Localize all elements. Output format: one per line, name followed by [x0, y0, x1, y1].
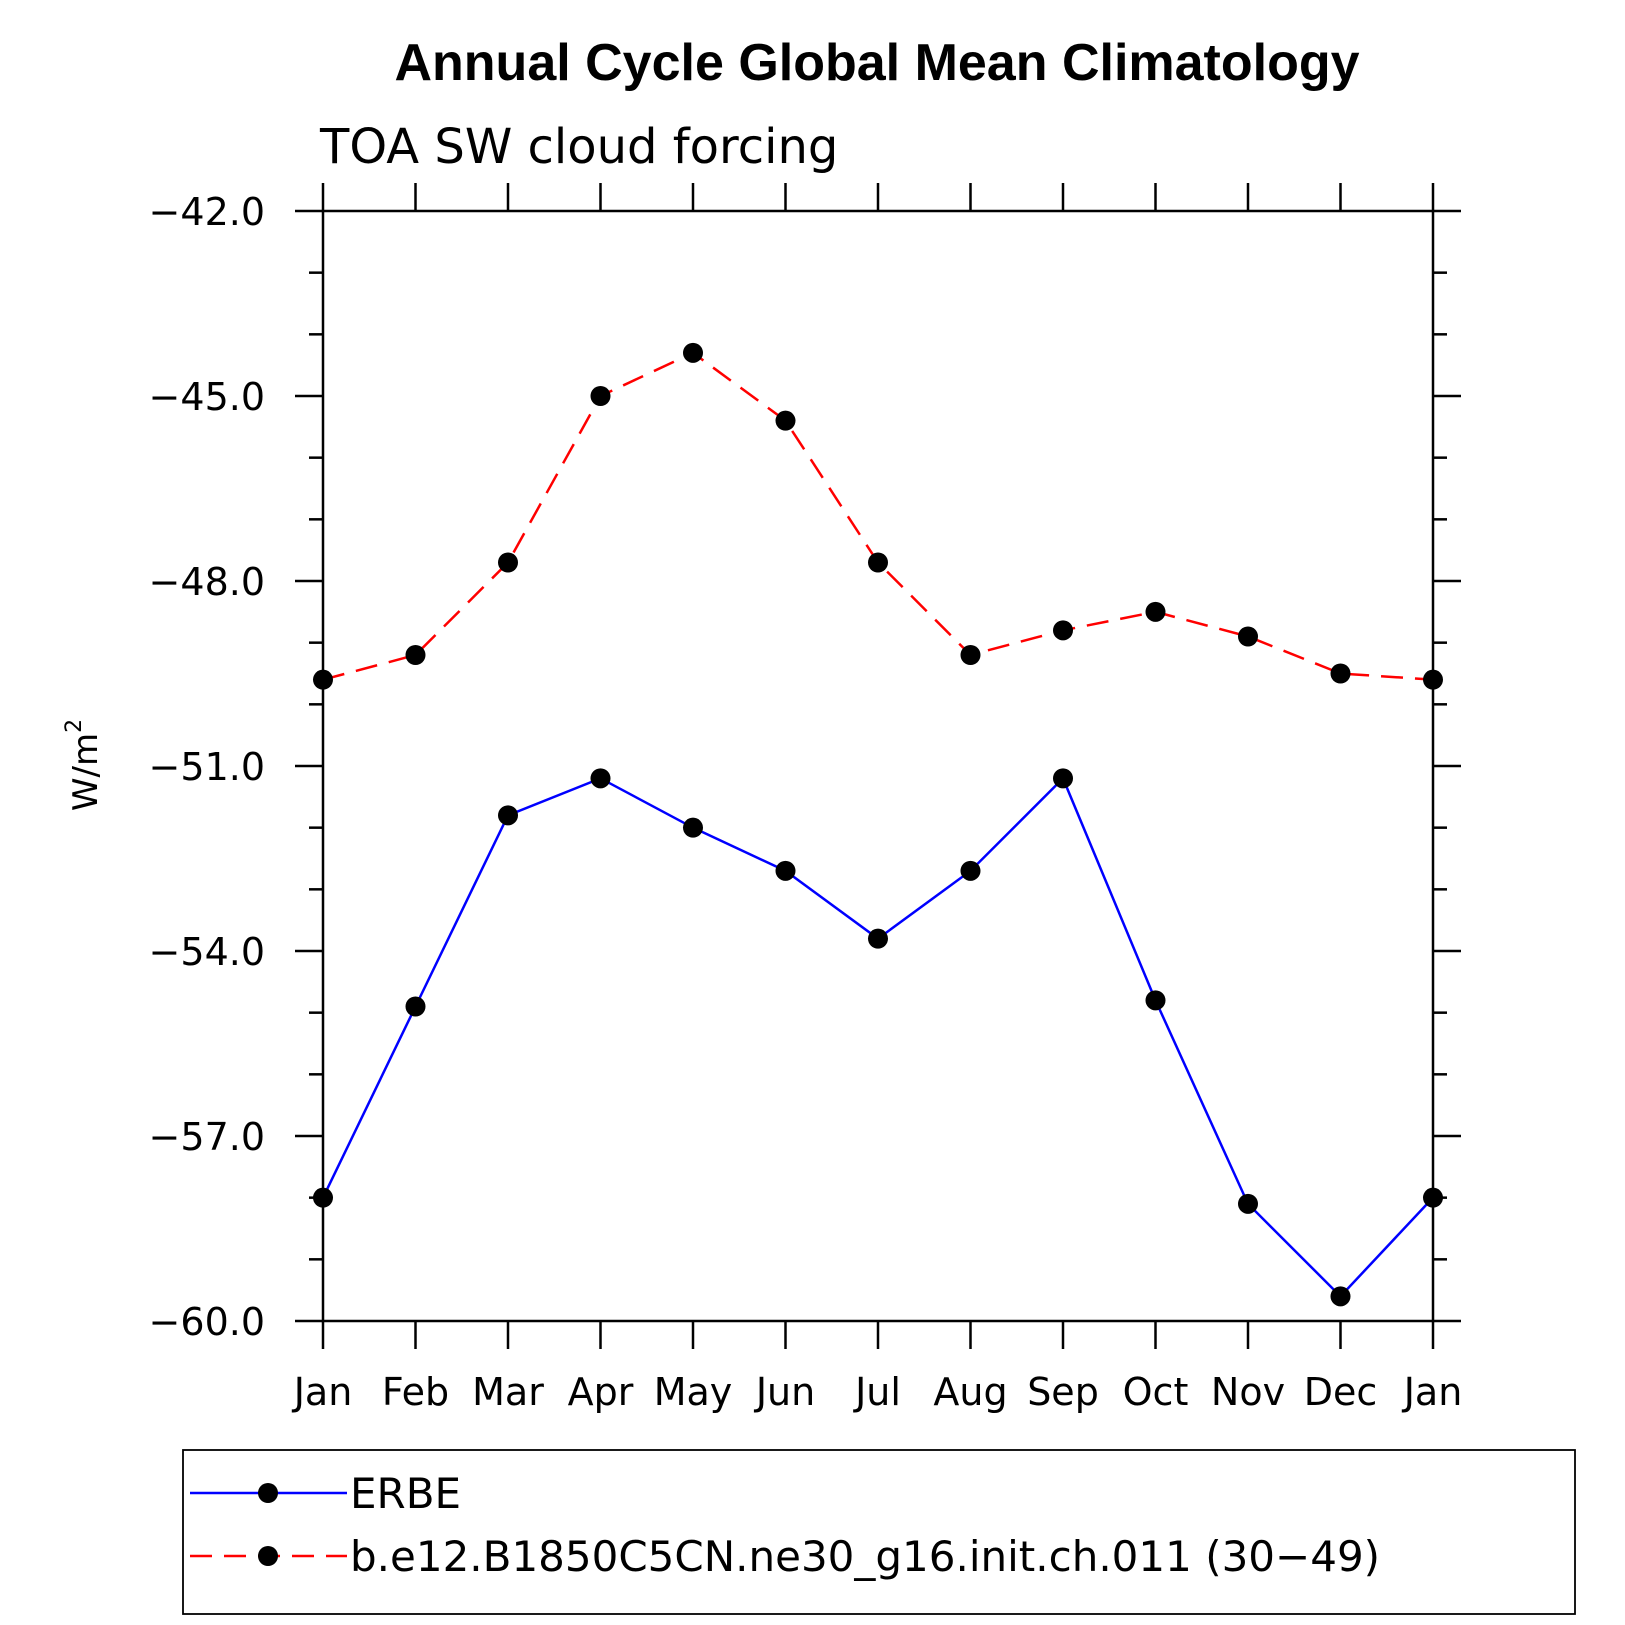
series-line-1 — [322, 351, 1434, 681]
series-0-point — [960, 860, 981, 881]
y-axis-label-text: W/m — [66, 733, 106, 811]
series-1-point — [1238, 626, 1258, 647]
y-axis-label: W/m2 — [62, 719, 106, 811]
legend-label-0: ERBE — [350, 1469, 461, 1518]
series-0-point — [868, 928, 888, 949]
x-tick-label: Jan — [1402, 1370, 1463, 1414]
series-1-point — [775, 410, 796, 431]
x-tick-label: Mar — [472, 1370, 544, 1414]
x-tick-label: Feb — [382, 1370, 449, 1414]
legend-marker-0 — [258, 1483, 278, 1503]
legend: ERBE b.e12.B1850C5CN.ne30_g16.init.ch.011… — [182, 1449, 1576, 1615]
svg-text:W/m2: W/m2 — [62, 719, 106, 811]
series-1-point — [868, 552, 888, 573]
legend-marker-1 — [258, 1546, 278, 1566]
y-tick-label: −51.0 — [149, 745, 265, 789]
x-tick-label: May — [654, 1370, 733, 1414]
series-0-point — [683, 817, 703, 838]
x-tick-label: Jun — [754, 1370, 815, 1414]
chart-title: Annual Cycle Global Mean Climatology — [394, 34, 1359, 92]
y-axis-label-superscript: 2 — [62, 719, 87, 733]
y-tick-label: −57.0 — [149, 1115, 265, 1159]
legend-box — [182, 1449, 1576, 1615]
x-tick-label: Aug — [933, 1370, 1007, 1414]
x-axis: Jan Feb Mar Apr May Jun Jul Aug Sep Oct Nov Dec Jan — [292, 183, 1463, 1414]
series-1-point — [498, 552, 518, 573]
legend-label-1: b.e12.B1850C5CN.ne30_g16.init.ch.011 (30… — [350, 1532, 1380, 1581]
y-tick-label: −42.0 — [149, 190, 265, 234]
series-1-point — [590, 386, 611, 406]
plot-area — [313, 342, 1443, 1307]
chart-subtitle: TOA SW cloud forcing — [319, 119, 838, 175]
series-0-point — [590, 768, 611, 789]
series-0-point — [775, 860, 796, 881]
x-tick-label: Oct — [1123, 1370, 1189, 1414]
series-1-point — [405, 645, 426, 665]
series-0-point — [1330, 1286, 1351, 1307]
y-tick-label: −45.0 — [149, 375, 265, 419]
x-tick-label: Jan — [292, 1370, 353, 1414]
series-line-0 — [321, 776, 1434, 1299]
x-tick-label: Dec — [1304, 1370, 1378, 1414]
series-1-point — [960, 645, 981, 665]
series-1-point — [683, 342, 703, 363]
plot-frame — [321, 209, 1435, 1323]
y-tick-label: −54.0 — [149, 930, 265, 974]
series-1-point — [1330, 663, 1351, 684]
series-0-point — [1238, 1193, 1258, 1214]
x-tick-label: Sep — [1027, 1370, 1099, 1414]
series-0-point — [498, 805, 518, 826]
series-1-point — [1145, 601, 1166, 622]
y-tick-label: −60.0 — [149, 1300, 265, 1344]
series-1-point — [1053, 620, 1073, 641]
series-0-point — [405, 996, 426, 1017]
series-0-point — [1145, 990, 1166, 1011]
x-tick-label: Nov — [1211, 1370, 1285, 1414]
y-tick-label: −48.0 — [149, 560, 265, 604]
series-0-point — [1053, 768, 1073, 789]
x-tick-label: Jul — [853, 1370, 901, 1414]
x-tick-label: Apr — [568, 1370, 634, 1414]
y-axis: −42.0 −45.0 −48.0 −51.0 −54.0 −57.0 −60.0 — [149, 190, 1461, 1344]
